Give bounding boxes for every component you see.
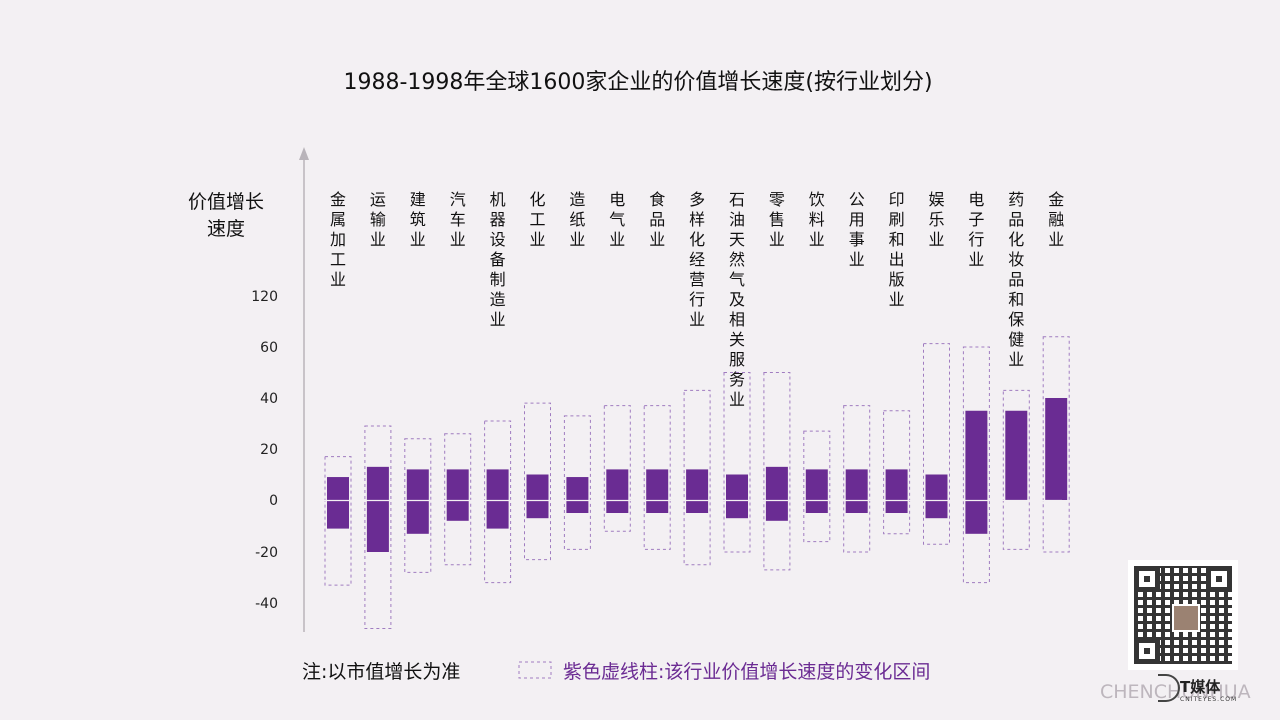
- bar: [965, 410, 988, 534]
- category-label: 食品业: [649, 190, 665, 249]
- bar: [366, 466, 389, 552]
- category-label: 汽车业: [450, 190, 466, 249]
- bar: [726, 474, 748, 519]
- bar: [606, 469, 629, 513]
- y-tick-label: 0: [269, 493, 278, 509]
- category-label: 多样化经营行业: [689, 190, 705, 329]
- bar: [526, 474, 549, 519]
- brand-logo: T媒体 CNITEYES.COM: [1158, 674, 1258, 704]
- category-label: 娱乐业: [928, 190, 944, 249]
- legend: 紫色虚线柱:该行业价值增长速度的变化区间: [518, 661, 930, 683]
- range-boxes: [324, 336, 1070, 629]
- range-box: [962, 346, 990, 584]
- legend-label: 紫色虚线柱:该行业价值增长速度的变化区间: [563, 661, 930, 683]
- qr-pattern: [1134, 566, 1232, 664]
- y-axis: [299, 147, 309, 632]
- footnote: 注:以市值增长为准: [302, 661, 460, 683]
- category-label: 零售业: [769, 190, 785, 249]
- y-axis-arrow: [299, 147, 309, 160]
- range-box: [1002, 389, 1030, 550]
- legend-swatch: [518, 661, 552, 679]
- qr-avatar: [1172, 604, 1200, 632]
- range-box: [923, 343, 950, 545]
- y-tick-label: 60: [260, 340, 278, 356]
- y-tick-label: 120: [251, 289, 278, 305]
- range-box: [404, 438, 432, 573]
- bar: [845, 469, 868, 513]
- y-axis-label: 价值增长 速度: [188, 191, 264, 240]
- qr-corner: [1206, 566, 1232, 592]
- y-tick-label: 20: [260, 442, 278, 458]
- category-labels: 金属加工业 运输业 建筑业 汽车业 机器设备制造业 化工业 造纸业 电气业 食品业 多样化经营行业…: [330, 190, 1064, 409]
- bar: [925, 474, 948, 519]
- range-box: [563, 415, 591, 550]
- y-ticks: 120 60 40 20 0 -20 -40: [251, 289, 278, 612]
- category-label: 电子行业: [968, 190, 984, 269]
- category-label: 金属加工业: [330, 190, 346, 289]
- range-box: [883, 410, 911, 535]
- range-box: [524, 402, 551, 561]
- category-label: 饮料业: [809, 190, 825, 249]
- bar: [1045, 398, 1068, 500]
- category-label: 石油天然气及相关服务业: [729, 190, 745, 409]
- bars: [327, 398, 1068, 552]
- range-box: [683, 389, 711, 566]
- range-box: [364, 425, 392, 629]
- bar: [327, 477, 349, 529]
- bar: [1005, 410, 1028, 500]
- category-label: 造纸业: [569, 190, 585, 249]
- category-label: 金融业: [1048, 190, 1064, 249]
- y-tick-label: -20: [255, 545, 278, 561]
- chart-title: 1988-1998年全球1600家企业的价值增长速度(按行业划分): [343, 70, 932, 95]
- range-box: [843, 405, 871, 553]
- range-box: [444, 433, 472, 566]
- brand-subtitle: CNITEYES.COM: [1180, 696, 1238, 703]
- bar: [686, 469, 709, 513]
- y-tick-label: 40: [260, 391, 278, 407]
- bar: [486, 469, 509, 529]
- category-label: 化工业: [529, 190, 545, 249]
- category-label: 印刷和出版业: [889, 190, 905, 309]
- range-box: [603, 405, 631, 532]
- y-tick-label: -40: [255, 596, 278, 612]
- category-label: 运输业: [370, 190, 386, 249]
- bar: [765, 466, 788, 521]
- qr-corner: [1134, 566, 1160, 592]
- range-box: [763, 372, 791, 571]
- bar: [446, 469, 469, 521]
- bar: [805, 469, 828, 513]
- qr-corner: [1134, 638, 1160, 664]
- bar: [406, 469, 429, 534]
- category-label: 药品化妆品和保健业: [1008, 190, 1024, 369]
- y-axis-label-line-2: 速度: [207, 218, 245, 240]
- category-label: 机器设备制造业: [490, 190, 506, 329]
- range-box: [484, 420, 512, 584]
- bar: [646, 469, 669, 513]
- y-axis-label-line-1: 价值增长: [188, 191, 264, 213]
- category-label: 建筑业: [410, 190, 426, 249]
- range-box: [1042, 336, 1070, 553]
- bar: [885, 469, 908, 513]
- brand-name: T媒体: [1180, 678, 1221, 696]
- range-box: [803, 430, 831, 543]
- range-box: [723, 372, 751, 553]
- range-box: [643, 405, 671, 550]
- category-label: 电气业: [609, 190, 625, 249]
- qr-code: [1128, 560, 1238, 670]
- brand-mark-icon: [1158, 674, 1180, 702]
- bar: [566, 477, 589, 513]
- range-box: [324, 456, 352, 586]
- category-label: 公用事业: [849, 190, 865, 269]
